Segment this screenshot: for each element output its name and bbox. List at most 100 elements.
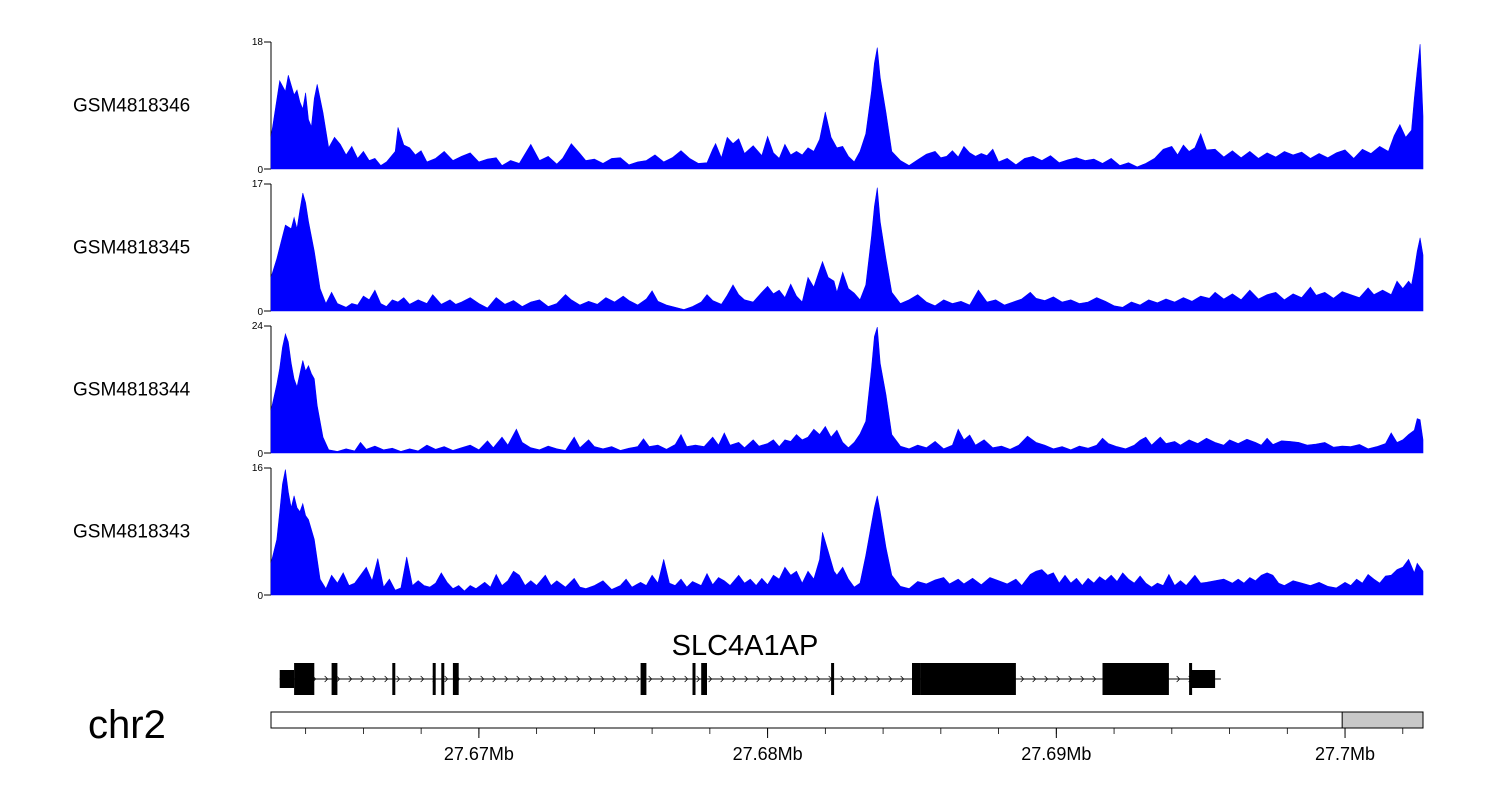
exon-block [1102, 663, 1169, 695]
strand-arrow [324, 675, 329, 683]
strand-arrow [468, 675, 473, 683]
strand-arrow [852, 675, 857, 683]
genomic-axis: 27.67Mb 27.68Mb 27.69Mb 27.7Mb [270, 711, 1424, 764]
track-GSM4818346: GSM4818346 18 0 [73, 37, 1424, 176]
x-tick-label: 27.67Mb [444, 744, 514, 764]
exon-block [452, 663, 459, 695]
strand-arrow [372, 675, 377, 683]
coverage-area [270, 187, 1424, 312]
strand-arrow [1032, 675, 1037, 683]
strand-arrow [1020, 675, 1025, 683]
exon-block [441, 663, 445, 695]
gene-annotation [279, 663, 1221, 695]
strand-arrow [588, 675, 593, 683]
strand-arrow [816, 675, 821, 683]
strand-arrow [348, 675, 353, 683]
strand-arrow [1176, 675, 1181, 683]
track-name-label: GSM4818344 [73, 380, 191, 401]
utr-block [279, 670, 295, 688]
strand-arrow [780, 675, 785, 683]
coverage-area [270, 44, 1424, 170]
gene-label: SLC4A1AP [672, 630, 819, 662]
strand-arrow [720, 675, 725, 683]
track-name-label: GSM4818343 [73, 522, 190, 543]
strand-arrow [420, 675, 425, 683]
ideogram-highlight [1341, 711, 1424, 729]
exon-block [831, 663, 835, 695]
x-tick-label: 27.69Mb [1021, 744, 1091, 764]
strand-arrow [600, 675, 605, 683]
exon-block [701, 663, 707, 695]
y-min-label: 0 [257, 307, 263, 318]
tracks-layer: GSM4818346180GSM4818345170GSM4818344240G… [73, 37, 1424, 602]
strand-arrow [744, 675, 749, 683]
chromosome-label: chr2 [88, 703, 166, 747]
y-max-label: 17 [252, 179, 264, 190]
strand-arrow [792, 675, 797, 683]
strand-arrow [864, 675, 869, 683]
y-max-label: 24 [252, 321, 264, 332]
coverage-area [270, 327, 1424, 454]
exon-block [920, 663, 1016, 695]
strand-arrow [876, 675, 881, 683]
y-min-label: 0 [257, 449, 263, 460]
strand-arrow [648, 675, 653, 683]
y-min-label: 0 [257, 165, 263, 176]
strand-arrow [1092, 675, 1097, 683]
track-GSM4818343: GSM4818343 16 0 [73, 463, 1424, 602]
track-GSM4818345: GSM4818345 17 0 [73, 179, 1424, 318]
y-max-label: 16 [252, 463, 264, 474]
strand-arrow [672, 675, 677, 683]
strand-arrow [768, 675, 773, 683]
exon-block [392, 663, 396, 695]
track-name-label: GSM4818345 [73, 238, 190, 259]
strand-arrow [1044, 675, 1049, 683]
x-tick-label: 27.7Mb [1315, 744, 1375, 764]
strand-arrow [1056, 675, 1061, 683]
strand-arrow [696, 675, 701, 683]
track-GSM4818344: GSM4818344 24 0 [73, 321, 1424, 460]
strand-arrow [492, 675, 497, 683]
strand-arrow [480, 675, 485, 683]
strand-arrow [756, 675, 761, 683]
strand-arrow [636, 675, 641, 683]
strand-arrow [576, 675, 581, 683]
strand-arrow [660, 675, 665, 683]
strand-arrow [444, 675, 449, 683]
y-min-label: 0 [257, 591, 263, 602]
strand-arrow [552, 675, 557, 683]
track-name-label: GSM4818346 [73, 96, 190, 117]
strand-arrow [396, 675, 401, 683]
strand-arrow [624, 675, 629, 683]
strand-arrow [384, 675, 389, 683]
strand-arrow [612, 675, 617, 683]
strand-arrow [708, 675, 713, 683]
coverage-area [270, 469, 1424, 596]
x-tick-label: 27.68Mb [733, 744, 803, 764]
strand-arrow [528, 675, 533, 683]
utr-block [1192, 670, 1216, 688]
exon-block [432, 663, 436, 695]
y-max-label: 18 [252, 37, 264, 48]
exon-block [912, 663, 921, 695]
strand-arrow [360, 675, 365, 683]
exon-block [692, 663, 696, 695]
exon-block [294, 663, 315, 695]
exon-block [640, 663, 647, 695]
strand-arrow [336, 675, 341, 683]
strand-arrow [840, 675, 845, 683]
strand-arrow [1068, 675, 1073, 683]
strand-arrow [540, 675, 545, 683]
strand-arrow [408, 675, 413, 683]
strand-arrow [1080, 675, 1085, 683]
strand-arrow [888, 675, 893, 683]
strand-arrow [684, 675, 689, 683]
exon-block [1189, 663, 1193, 695]
exon-block [331, 663, 338, 695]
strand-arrow [504, 675, 509, 683]
strand-arrow [900, 675, 905, 683]
strand-arrow [732, 675, 737, 683]
strand-arrow [564, 675, 569, 683]
